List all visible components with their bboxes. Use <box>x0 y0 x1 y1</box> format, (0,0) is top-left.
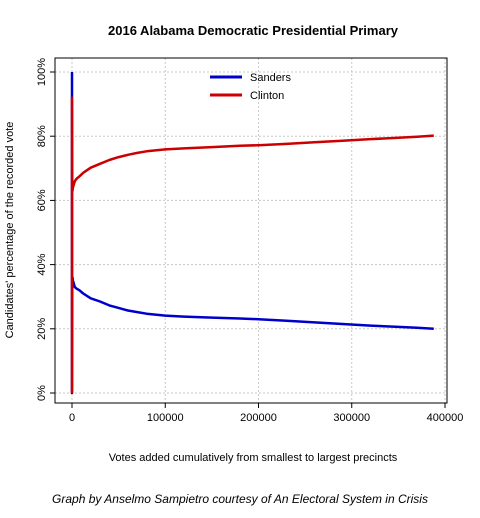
grid <box>55 58 447 403</box>
x-axis-label: Votes added cumulatively from smallest t… <box>109 452 398 464</box>
series-line-clinton <box>70 96 434 393</box>
legend: Sanders Clinton <box>210 72 291 102</box>
legend-label-sanders: Sanders <box>250 72 291 84</box>
y-tick-label: 80% <box>36 125 48 147</box>
x-axis: 0 100000 200000 300000 400000 <box>69 403 463 424</box>
y-axis-label: Candidates' percentage of the recorded v… <box>4 122 16 339</box>
y-tick-label: 20% <box>36 318 48 340</box>
x-tick-label: 400000 <box>427 412 464 424</box>
y-tick-label: 100% <box>36 58 48 86</box>
y-axis: 0% 20% 40% 60% 80% 100% <box>36 58 55 401</box>
series-line-sanders <box>70 72 434 395</box>
x-tick-label: 200000 <box>240 412 277 424</box>
legend-label-clinton: Clinton <box>250 90 284 102</box>
y-tick-label: 40% <box>36 253 48 275</box>
series-layer <box>70 72 434 395</box>
plot-frame <box>54 57 448 404</box>
x-tick-label: 300000 <box>333 412 370 424</box>
x-tick-label: 100000 <box>147 412 184 424</box>
y-tick-label: 0% <box>36 385 48 401</box>
chart-title: 2016 Alabama Democratic Presidential Pri… <box>108 23 399 38</box>
y-tick-label: 60% <box>36 189 48 211</box>
credit-caption: Graph by Anselmo Sampietro courtesy of A… <box>52 492 428 506</box>
x-tick-label: 0 <box>69 412 75 424</box>
